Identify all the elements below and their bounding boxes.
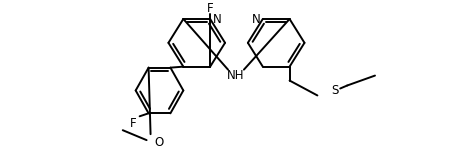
Text: F: F <box>207 2 213 15</box>
Text: O: O <box>155 136 164 149</box>
Text: F: F <box>129 117 136 130</box>
Text: S: S <box>332 84 339 97</box>
Text: N: N <box>251 13 260 27</box>
Text: N: N <box>213 13 221 27</box>
Text: NH: NH <box>227 69 245 82</box>
